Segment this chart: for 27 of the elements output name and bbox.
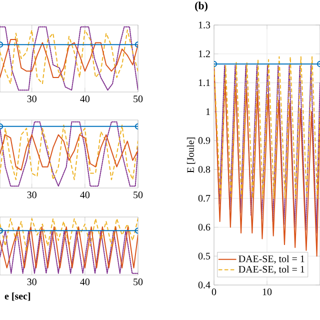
legend-label: DAE-SE, tol = 1 (238, 255, 304, 264)
y-tick-label: 1.1 (198, 79, 210, 86)
x-tick-label: 30 (27, 192, 36, 198)
x-tick-label: 0 (212, 288, 216, 296)
x-tick-label: 50 (134, 96, 143, 102)
y-tick-label: 0.6 (198, 224, 210, 231)
y-tick-label: 0.7 (198, 194, 210, 202)
x-tick-label: 30 (27, 96, 36, 102)
x-tick-label: 50 (134, 278, 143, 286)
y-tick-label: 1.2 (198, 50, 210, 58)
y-tick-label: 0.5 (198, 252, 210, 260)
x-tick-label: 50 (134, 192, 143, 198)
x-tick-label: 10 (262, 288, 272, 296)
y-tick-label: 1.3 (198, 22, 210, 28)
legend-label: DAE-SE, tol = 1 (238, 266, 304, 274)
y-tick-label: 1 (206, 108, 210, 115)
x-tick-label: 40 (80, 192, 90, 198)
line-series (214, 56, 320, 199)
y-tick-label: 0.4 (198, 282, 210, 288)
y-tick-label: 0.9 (198, 137, 210, 144)
x-tick-label: 40 (80, 96, 90, 102)
x-tick-label: 40 (80, 278, 90, 286)
chart-title: (b) (195, 2, 208, 12)
x-axis-title: e [sec] (4, 292, 30, 301)
y-axis-title: E [Joule] (186, 138, 196, 173)
x-tick-label: 30 (27, 278, 36, 286)
y-tick-label: 0.8 (198, 166, 210, 173)
